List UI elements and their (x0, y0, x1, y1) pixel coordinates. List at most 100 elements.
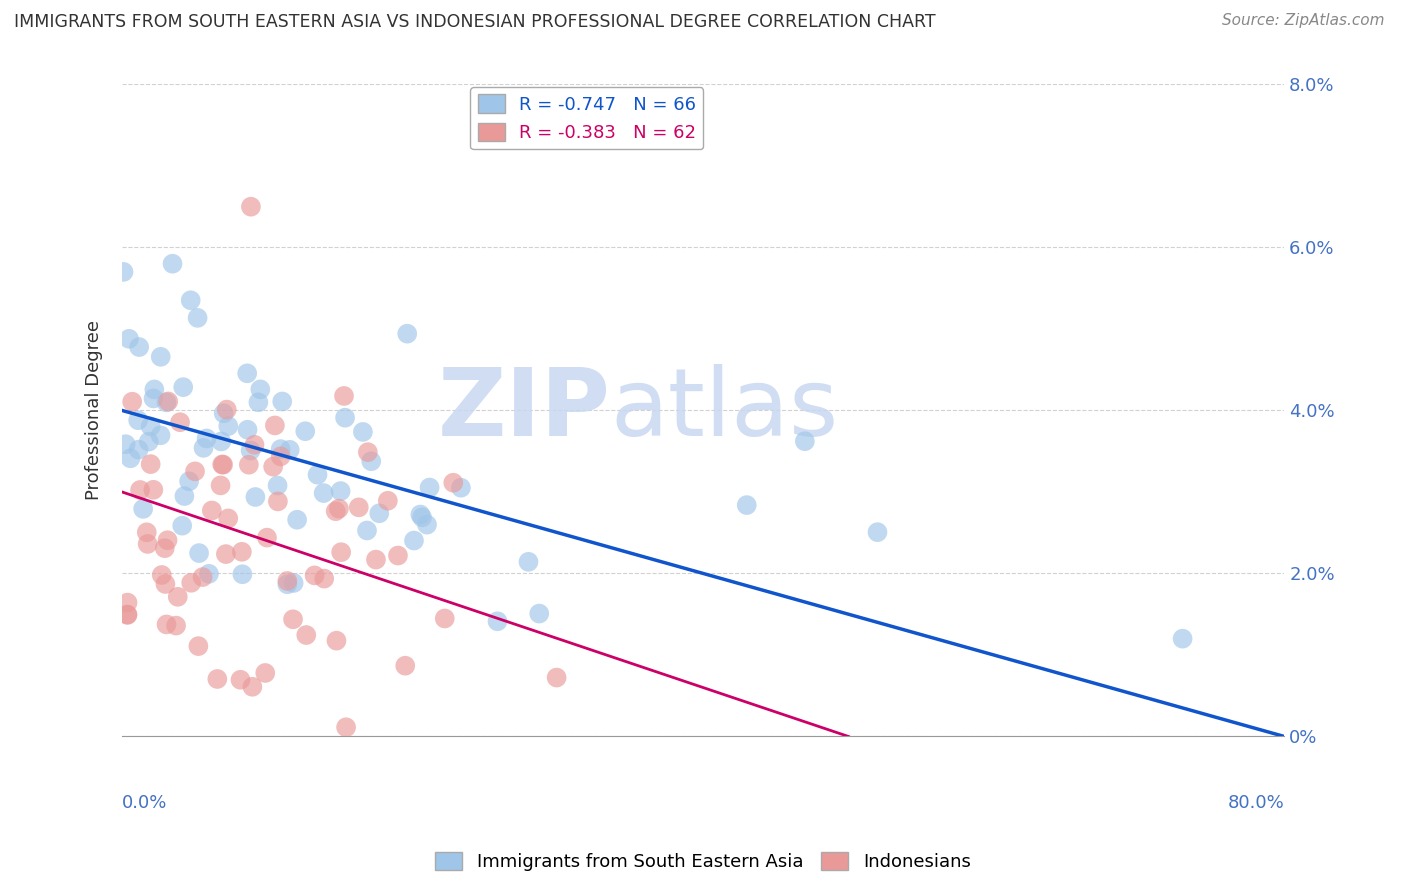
Point (411, 510, 433, 524)
Point (188, 546, 211, 560)
Point (239, 200, 262, 214)
Point (117, 607, 139, 622)
Point (793, 434, 815, 449)
Point (136, 537, 159, 551)
Point (238, 458, 260, 472)
Point (156, 533, 179, 548)
Point (335, 720, 357, 734)
Point (254, 665, 277, 680)
Point (212, 406, 235, 420)
Point (312, 486, 335, 500)
Legend: R = -0.747   N = 66, R = -0.383   N = 62: R = -0.747 N = 66, R = -0.383 N = 62 (471, 87, 703, 149)
Point (409, 508, 432, 522)
Text: atlas: atlas (610, 365, 838, 457)
Point (360, 454, 382, 468)
Point (266, 478, 288, 492)
Point (270, 450, 292, 464)
Point (276, 574, 298, 588)
Point (180, 293, 202, 308)
Point (128, 340, 150, 354)
Point (162, 257, 184, 271)
Point (517, 555, 540, 569)
Point (356, 524, 378, 538)
Text: Source: ZipAtlas.com: Source: ZipAtlas.com (1222, 13, 1385, 29)
Point (231, 567, 253, 582)
Point (229, 673, 252, 687)
Point (117, 596, 139, 610)
Point (155, 617, 177, 632)
Y-axis label: Professional Degree: Professional Degree (86, 320, 103, 500)
Point (866, 525, 889, 540)
Point (184, 464, 207, 478)
Point (198, 566, 221, 581)
Point (121, 394, 143, 409)
Text: ZIP: ZIP (437, 365, 610, 457)
Point (450, 481, 472, 495)
Point (172, 518, 194, 533)
Point (546, 671, 568, 685)
Point (347, 500, 370, 515)
Point (441, 475, 464, 490)
Point (333, 389, 356, 403)
Point (294, 424, 316, 438)
Point (215, 547, 238, 561)
Legend: Immigrants from South Eastern Asia, Indonesians: Immigrants from South Eastern Asia, Indo… (427, 845, 979, 879)
Point (129, 483, 152, 497)
Point (243, 438, 266, 452)
Point (357, 445, 380, 459)
Point (419, 481, 441, 495)
Text: 80.0%: 80.0% (1227, 794, 1284, 812)
Point (143, 383, 166, 397)
Point (187, 310, 209, 325)
Point (283, 576, 305, 591)
Point (191, 570, 214, 584)
Point (139, 457, 162, 471)
Point (307, 467, 329, 482)
Point (173, 489, 195, 503)
Point (155, 395, 177, 409)
Point (333, 410, 356, 425)
Point (212, 458, 235, 472)
Point (364, 552, 387, 566)
Point (209, 478, 232, 492)
Point (245, 490, 267, 504)
Point (236, 423, 259, 437)
Point (304, 568, 326, 582)
Point (127, 413, 149, 427)
Point (209, 434, 232, 449)
Point (118, 332, 141, 346)
Point (177, 475, 200, 489)
Point (231, 545, 253, 559)
Point (166, 590, 188, 604)
Point (180, 575, 202, 590)
Point (239, 443, 262, 458)
Point (236, 367, 259, 381)
Point (157, 394, 180, 409)
Point (402, 533, 425, 548)
Point (387, 549, 409, 563)
Point (193, 441, 215, 455)
Point (1171, 632, 1194, 646)
Point (114, 437, 136, 451)
Point (295, 628, 318, 642)
Point (217, 511, 239, 525)
Text: 0.0%: 0.0% (122, 794, 167, 812)
Point (195, 432, 218, 446)
Point (117, 607, 139, 622)
Point (207, 672, 229, 686)
Point (325, 504, 347, 518)
Point (285, 513, 308, 527)
Point (486, 615, 509, 629)
Point (242, 680, 264, 694)
Point (368, 506, 391, 520)
Point (135, 525, 157, 540)
Point (396, 326, 419, 341)
Point (165, 618, 187, 632)
Point (377, 493, 399, 508)
Point (142, 392, 165, 406)
Point (247, 395, 270, 409)
Point (155, 577, 177, 591)
Point (112, 265, 135, 279)
Point (433, 611, 456, 625)
Point (217, 419, 239, 434)
